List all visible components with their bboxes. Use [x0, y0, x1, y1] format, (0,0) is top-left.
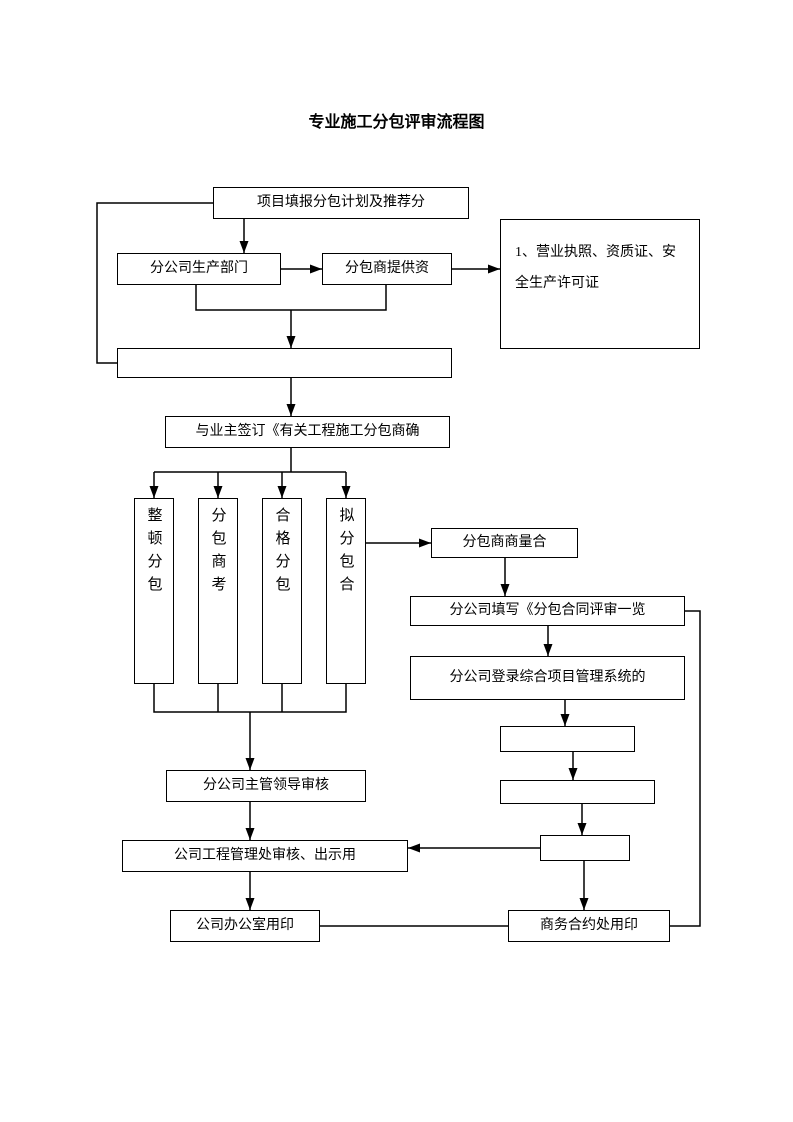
node-n7: 分公司填写《分包合同评审一览	[410, 596, 685, 626]
node-label: 分包商商量合	[457, 530, 553, 556]
connectors-layer	[0, 0, 793, 1122]
node-label: 公司工程管理处审核、出示用	[168, 843, 362, 869]
side-note: 1、营业执照、资质证、安全生产许可证	[500, 219, 700, 349]
node-n6: 分包商商量合	[431, 528, 578, 558]
connector	[154, 684, 346, 712]
node-n1: 项目填报分包计划及推荐分	[213, 187, 469, 219]
flowchart-page: 专业施工分包评审流程图 项目填报分包计划及推荐分分公司生产部门 分包商提供资与业主…	[0, 0, 793, 1122]
node-label: 合格分包	[272, 499, 293, 599]
node-label: 与业主签订《有关工程施工分包商确	[190, 419, 426, 445]
node-n3: 分包商提供资	[322, 253, 452, 285]
node-label: 拟分包合	[336, 499, 357, 599]
node-label	[572, 788, 584, 796]
node-label: 分包商考	[208, 499, 229, 599]
node-n11	[500, 780, 655, 804]
node-v4: 拟分包合	[326, 498, 366, 684]
node-n9	[500, 726, 635, 752]
node-label	[579, 844, 591, 852]
node-n12: 公司工程管理处审核、出示用	[122, 840, 408, 872]
node-label: 项目填报分包计划及推荐分	[251, 190, 431, 216]
node-label	[279, 359, 291, 367]
node-n4	[117, 348, 452, 378]
node-label	[562, 735, 574, 743]
connector	[196, 285, 386, 310]
node-label: 分公司主管领导审核	[197, 773, 335, 799]
node-label: 整顿分包	[144, 499, 165, 599]
node-label: 分公司登录综合项目管理系统的	[444, 665, 652, 691]
page-title: 专业施工分包评审流程图	[0, 108, 793, 132]
node-v3: 合格分包	[262, 498, 302, 684]
node-n8: 分公司登录综合项目管理系统的	[410, 656, 685, 700]
node-n14: 公司办公室用印	[170, 910, 320, 942]
node-v2: 分包商考	[198, 498, 238, 684]
node-label: 分公司填写《分包合同评审一览	[444, 598, 652, 624]
node-n5: 与业主签订《有关工程施工分包商确	[165, 416, 450, 448]
node-n15: 商务合约处用印	[508, 910, 670, 942]
node-n10: 分公司主管领导审核	[166, 770, 366, 802]
node-n13	[540, 835, 630, 861]
node-n2: 分公司生产部门	[117, 253, 281, 285]
node-label: 商务合约处用印	[534, 913, 644, 939]
node-v1: 整顿分包	[134, 498, 174, 684]
node-label: 分包商提供资	[339, 256, 435, 282]
node-label: 公司办公室用印	[190, 913, 300, 939]
title-text: 专业施工分包评审流程图	[308, 114, 484, 131]
node-label: 分公司生产部门	[144, 256, 254, 282]
